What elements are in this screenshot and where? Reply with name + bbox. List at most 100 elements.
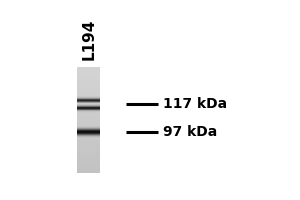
Bar [77, 161, 100, 163]
Bar [77, 90, 100, 91]
Bar [77, 100, 100, 101]
Bar [77, 106, 100, 107]
Bar [77, 126, 100, 127]
Bar [77, 87, 100, 88]
Bar [77, 76, 100, 78]
Bar [77, 80, 100, 82]
Bar [77, 156, 100, 157]
Bar [77, 99, 100, 100]
Bar [77, 127, 100, 128]
Bar [77, 102, 100, 103]
Bar [77, 78, 100, 79]
Bar [77, 128, 100, 130]
Bar [77, 130, 100, 131]
Bar [77, 110, 100, 111]
Bar [77, 165, 100, 167]
Bar [77, 136, 100, 138]
Bar [77, 98, 100, 99]
Bar [77, 134, 100, 135]
Bar [77, 125, 100, 126]
Bar [77, 120, 100, 122]
Bar [77, 96, 100, 97]
Bar [77, 94, 100, 95]
Bar [77, 135, 100, 136]
Bar [77, 148, 100, 149]
Bar [77, 139, 100, 140]
Bar [77, 123, 100, 124]
Bar [77, 92, 100, 94]
Bar [77, 127, 100, 128]
Bar [77, 126, 100, 127]
Bar [77, 107, 100, 108]
Bar [77, 112, 100, 113]
Bar [77, 171, 100, 172]
Bar [77, 79, 100, 80]
Bar [77, 159, 100, 160]
Bar [77, 149, 100, 151]
Bar [77, 169, 100, 171]
Bar [77, 144, 100, 145]
Bar [77, 118, 100, 119]
Bar [77, 138, 100, 139]
Bar [77, 102, 100, 103]
Bar [77, 110, 100, 111]
Bar [77, 142, 100, 143]
Bar [77, 86, 100, 87]
Bar [77, 108, 100, 110]
Bar [77, 157, 100, 159]
Bar [77, 68, 100, 70]
Bar [77, 67, 100, 68]
Bar [77, 72, 100, 74]
Bar [77, 108, 100, 109]
Bar [77, 128, 100, 129]
Bar [77, 122, 100, 123]
Bar [77, 164, 100, 165]
Bar [77, 83, 100, 84]
Bar [77, 100, 100, 102]
Bar [77, 152, 100, 153]
Bar [77, 143, 100, 144]
Bar [77, 107, 100, 108]
Bar [77, 131, 100, 132]
Bar [77, 103, 100, 104]
Bar [77, 71, 100, 72]
Text: 97 kDa: 97 kDa [163, 125, 217, 139]
Bar [77, 88, 100, 90]
Bar [77, 133, 100, 134]
Bar [77, 95, 100, 96]
Bar [77, 147, 100, 148]
Bar [77, 112, 100, 114]
Bar [77, 103, 100, 104]
Bar [77, 91, 100, 92]
Bar [77, 163, 100, 164]
Bar [77, 134, 100, 135]
Bar [77, 124, 100, 126]
Bar [77, 132, 100, 133]
Bar [77, 129, 100, 130]
Bar [77, 75, 100, 76]
Bar [77, 104, 100, 106]
Bar [77, 119, 100, 120]
Bar [77, 135, 100, 136]
Bar [77, 106, 100, 107]
Bar [77, 160, 100, 161]
Bar [77, 99, 100, 100]
Bar [77, 84, 100, 86]
Bar [77, 114, 100, 115]
Bar [77, 111, 100, 112]
Bar [77, 151, 100, 152]
Bar [77, 136, 100, 137]
Bar [77, 116, 100, 118]
Bar [77, 96, 100, 98]
Bar [77, 140, 100, 142]
Text: 117 kDa: 117 kDa [163, 97, 227, 111]
Bar [77, 137, 100, 138]
Text: L194: L194 [81, 19, 96, 60]
Bar [77, 111, 100, 112]
Bar [77, 167, 100, 168]
Bar [77, 98, 100, 99]
Bar [77, 105, 100, 106]
Bar [77, 172, 100, 173]
Bar [77, 109, 100, 110]
Bar [77, 138, 100, 139]
